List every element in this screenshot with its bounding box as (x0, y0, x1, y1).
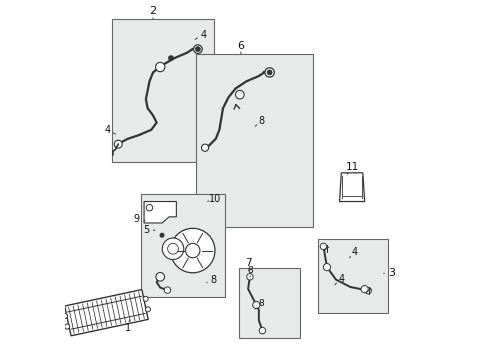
Circle shape (160, 233, 163, 237)
Circle shape (167, 243, 178, 254)
Text: 7: 7 (245, 258, 252, 268)
Circle shape (320, 243, 326, 249)
Text: 1: 1 (124, 323, 131, 333)
Circle shape (164, 287, 170, 293)
Circle shape (252, 301, 260, 309)
Circle shape (246, 274, 253, 280)
Bar (112, 19, 214, 162)
Text: 4: 4 (350, 247, 357, 257)
Circle shape (168, 56, 173, 60)
Text: 5: 5 (143, 225, 149, 235)
Circle shape (201, 144, 208, 151)
Circle shape (62, 314, 67, 319)
Circle shape (156, 273, 164, 281)
Text: 6: 6 (237, 41, 244, 50)
Text: 11: 11 (345, 162, 358, 172)
Circle shape (155, 62, 164, 72)
Circle shape (185, 243, 200, 258)
Text: 4: 4 (338, 274, 344, 284)
Text: 8: 8 (210, 275, 216, 285)
Circle shape (193, 45, 202, 53)
Text: 8: 8 (247, 266, 253, 275)
Circle shape (235, 90, 244, 99)
Bar (317, 239, 387, 313)
Text: 9: 9 (134, 215, 140, 224)
Text: 4: 4 (201, 30, 206, 40)
Circle shape (143, 296, 148, 301)
Circle shape (114, 140, 122, 148)
Text: 3: 3 (387, 268, 394, 278)
Circle shape (162, 238, 183, 260)
Circle shape (323, 264, 330, 271)
Text: 8: 8 (257, 116, 264, 126)
Circle shape (64, 324, 70, 329)
Text: 4: 4 (104, 125, 110, 135)
Circle shape (259, 327, 265, 334)
Bar (239, 268, 300, 338)
Circle shape (145, 307, 150, 312)
Circle shape (195, 46, 200, 51)
Text: 2: 2 (149, 6, 156, 17)
Circle shape (264, 68, 274, 77)
Circle shape (266, 70, 271, 75)
Circle shape (364, 287, 371, 294)
Polygon shape (339, 173, 364, 202)
Circle shape (360, 285, 367, 293)
Text: 8: 8 (258, 299, 264, 308)
Bar (64, 289, 148, 336)
Circle shape (146, 204, 152, 211)
Circle shape (170, 228, 215, 273)
Text: 10: 10 (208, 194, 221, 204)
Bar (196, 54, 312, 226)
Polygon shape (144, 202, 176, 223)
Bar (140, 194, 224, 297)
